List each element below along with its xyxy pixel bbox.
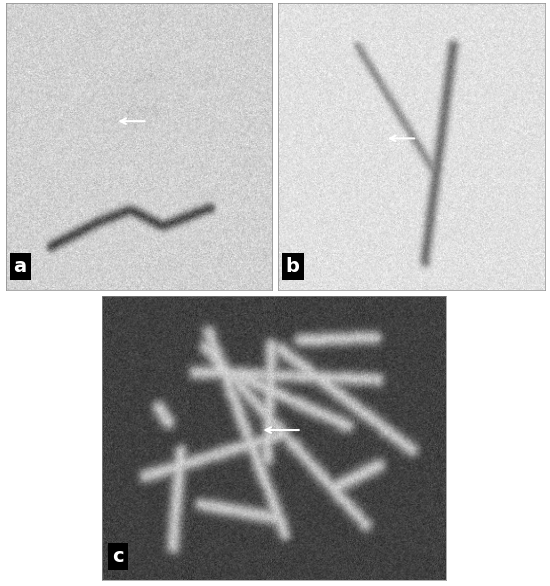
Text: b: b <box>286 257 300 275</box>
Text: a: a <box>14 257 26 275</box>
Text: c: c <box>112 547 124 566</box>
